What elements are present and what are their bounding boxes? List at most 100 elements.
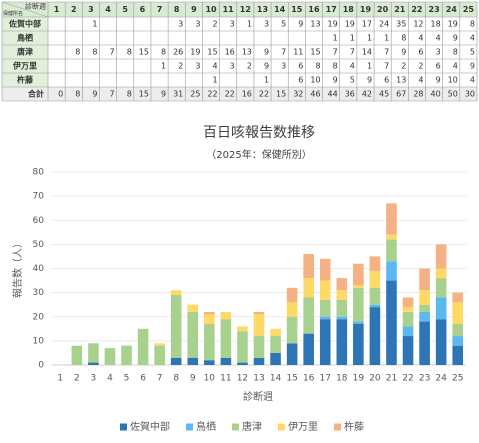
bar-segment xyxy=(353,285,364,288)
table-week-header: 9 xyxy=(191,5,197,14)
bar-segment xyxy=(402,311,414,327)
bar-segment xyxy=(386,261,397,281)
x-tick-label: 3 xyxy=(91,374,97,384)
table-week-header: 16 xyxy=(308,5,320,14)
bar-segment xyxy=(303,278,314,298)
table-week-header: 11 xyxy=(223,5,235,14)
bar-segment xyxy=(452,345,464,365)
y-tick-label: 70 xyxy=(33,192,45,202)
bar-segment xyxy=(386,203,397,235)
table-cell: 5 xyxy=(470,48,475,57)
table-week-header: 5 xyxy=(122,5,128,14)
bar-segment xyxy=(270,328,281,337)
legend-swatch xyxy=(232,423,239,431)
table-total-cell: 28 xyxy=(413,90,423,99)
table-cell: 4 xyxy=(350,62,355,71)
table-cell: 19 xyxy=(345,20,355,29)
table-cell: 8 xyxy=(315,62,320,71)
bar-segment xyxy=(435,278,447,298)
table-week-header: 7 xyxy=(157,5,163,14)
table-cell: 9 xyxy=(264,62,269,71)
bar-segment xyxy=(121,345,132,365)
table-cell: 1 xyxy=(92,20,97,29)
table-week-header: 13 xyxy=(257,5,268,14)
table-total-cell: 22 xyxy=(259,90,269,99)
table-cell: 6 xyxy=(384,76,389,85)
table-cell: 4 xyxy=(418,34,423,43)
table-week-header: 20 xyxy=(377,5,389,14)
bar-segment xyxy=(204,323,215,361)
table-week-header: 19 xyxy=(360,5,372,14)
table-total-cell: 40 xyxy=(430,90,440,99)
table-total-bg xyxy=(2,87,477,101)
table-total-cell: 9 xyxy=(92,90,97,99)
table-week-header: 22 xyxy=(411,5,422,14)
x-tick-label: 22 xyxy=(402,374,413,384)
bar-segment xyxy=(253,314,265,337)
bar-segment xyxy=(419,268,430,291)
legend-label: 鳥栖 xyxy=(196,420,216,433)
table-cell: 8 xyxy=(161,48,166,57)
table-cell: 8 xyxy=(75,48,80,57)
bar-segment xyxy=(71,345,83,365)
table-total-cell: 42 xyxy=(362,90,372,99)
table-header-bg xyxy=(2,2,477,17)
table-cell: 15 xyxy=(310,48,320,57)
table-row-name: 杵藤 xyxy=(17,75,34,85)
x-tick-label: 18 xyxy=(336,374,348,384)
table-cell: 17 xyxy=(362,20,372,29)
legend-label: 佐賀中部 xyxy=(130,420,170,433)
table-cell: 19 xyxy=(190,48,200,57)
y-tick-label: 80 xyxy=(33,168,45,178)
bar-segment xyxy=(386,234,397,240)
bar-segment xyxy=(336,299,348,317)
bar-segment xyxy=(419,290,430,305)
table-cell: 13 xyxy=(396,76,406,85)
bar-segment xyxy=(154,345,165,365)
bar-segment xyxy=(286,302,298,317)
table-cell: 9 xyxy=(453,34,458,43)
table-cell: 19 xyxy=(328,20,338,29)
bar-segment xyxy=(419,311,430,322)
table-cell: 2 xyxy=(213,20,218,29)
x-tick-label: 16 xyxy=(303,374,315,384)
bar-segment xyxy=(353,321,364,324)
bar-segment xyxy=(452,292,464,303)
table-week-header: 10 xyxy=(205,5,217,14)
table-cell: 2 xyxy=(247,62,252,71)
table-cell: 3 xyxy=(195,62,200,71)
bar-segment xyxy=(303,254,314,279)
y-tick-label: 40 xyxy=(33,264,45,274)
table-row-name: 鳥栖 xyxy=(17,33,33,43)
table-total-cell: 9 xyxy=(161,90,166,99)
table-week-header: 24 xyxy=(446,5,458,14)
legend-label: 唐津 xyxy=(242,420,262,433)
legend-swatch xyxy=(120,423,127,431)
table-cell: 3 xyxy=(264,20,269,29)
x-tick-label: 23 xyxy=(419,374,430,384)
table-total-cell: 46 xyxy=(310,90,320,99)
table-cell: 3 xyxy=(195,20,200,29)
table-cell: 9 xyxy=(264,48,269,57)
table-cell: 6 xyxy=(298,76,303,85)
bar-segment xyxy=(88,343,99,363)
table-week-header: 8 xyxy=(174,5,180,14)
table-cell: 1 xyxy=(247,20,252,29)
table-cell: 8 xyxy=(333,62,338,71)
chart-title: 百日咳報告数推移 xyxy=(203,125,315,141)
chart-subtitle: （2025年：保健所別） xyxy=(206,148,311,161)
table-cell: 24 xyxy=(379,20,389,29)
bar-segment xyxy=(386,239,397,262)
table-cell: 14 xyxy=(362,48,372,57)
legend-label: 伊万里 xyxy=(288,421,318,433)
table-cell: 10 xyxy=(310,76,320,85)
bar-segment xyxy=(369,304,381,308)
bar-segment xyxy=(319,280,331,300)
table-cell: 3 xyxy=(178,20,183,29)
table-cell: 18 xyxy=(430,20,440,29)
bar-segment xyxy=(187,357,199,365)
table-cell: 4 xyxy=(470,76,475,85)
bar-segment xyxy=(386,280,397,365)
bar-segment xyxy=(237,326,248,332)
